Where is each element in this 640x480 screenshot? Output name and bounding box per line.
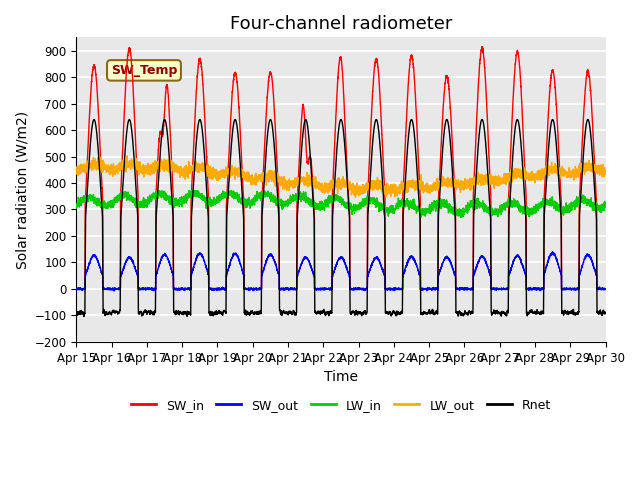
Rnet (602, 310, 609, 316)
Line: LW_in: LW_in (76, 191, 605, 217)
LW_in (490, 208, 497, 214)
LW_out (72, 168, 80, 174)
SW_in (602, 286, 609, 292)
Rnet (80, 313, 88, 319)
SW_in (479, 44, 486, 49)
SW_out (72, 287, 80, 292)
SW_out (321, 287, 329, 292)
LW_in (602, 203, 609, 208)
LW_in (430, 204, 438, 210)
SW_out (601, 287, 609, 292)
LW_in (168, 195, 175, 201)
SW_in (72, 286, 80, 292)
Text: SW_Temp: SW_Temp (111, 64, 177, 77)
LW_in (321, 198, 329, 204)
Line: SW_in: SW_in (76, 47, 605, 289)
Rnet (72, 311, 80, 316)
LW_out (601, 170, 609, 176)
LW_out (490, 177, 497, 183)
SW_in (168, 156, 175, 162)
SW_out (430, 287, 438, 292)
SW_in (460, 286, 467, 292)
LW_in (601, 201, 609, 207)
SW_out (548, 249, 556, 255)
SW_out (602, 287, 609, 292)
SW_in (490, 286, 497, 292)
LW_out (124, 153, 131, 159)
SW_out (460, 286, 467, 292)
Rnet (168, 193, 175, 199)
Rnet (430, 311, 438, 317)
LW_in (460, 205, 467, 211)
Title: Four-channel radiometer: Four-channel radiometer (230, 15, 452, 33)
LW_in (156, 188, 163, 194)
Y-axis label: Solar radiation (W/m2): Solar radiation (W/m2) (15, 110, 29, 269)
Rnet (601, 309, 609, 315)
Rnet (490, 310, 497, 315)
Legend: SW_in, SW_out, LW_in, LW_out, Rnet: SW_in, SW_out, LW_in, LW_out, Rnet (126, 394, 556, 417)
SW_in (601, 286, 609, 292)
SW_out (490, 286, 497, 291)
Line: LW_out: LW_out (76, 156, 605, 197)
SW_in (430, 286, 438, 292)
Line: SW_out: SW_out (76, 252, 605, 291)
X-axis label: Time: Time (324, 370, 358, 384)
LW_out (460, 182, 467, 188)
LW_out (430, 184, 438, 190)
Rnet (321, 312, 329, 317)
SW_out (168, 267, 175, 273)
LW_out (321, 180, 329, 186)
SW_in (321, 286, 329, 292)
LW_out (168, 167, 175, 172)
Rnet (460, 312, 467, 318)
LW_out (602, 170, 609, 176)
SW_out (110, 288, 118, 294)
LW_in (417, 215, 424, 220)
LW_in (72, 204, 80, 209)
Rnet (90, 117, 98, 122)
Line: Rnet: Rnet (76, 120, 605, 316)
LW_out (351, 194, 359, 200)
